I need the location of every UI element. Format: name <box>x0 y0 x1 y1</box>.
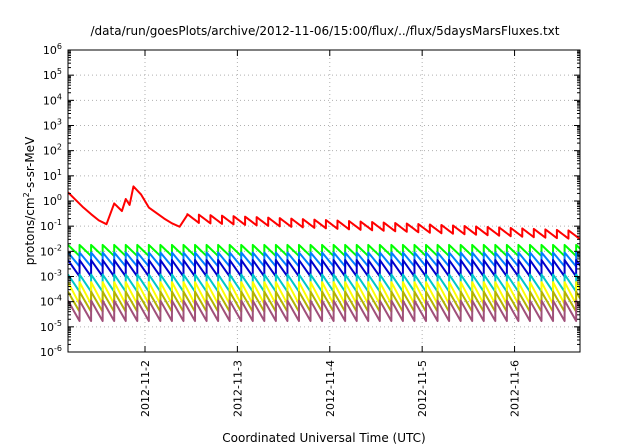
y-tick-label: 103 <box>43 118 62 133</box>
y-tick-label: 10-1 <box>40 218 62 233</box>
y-tick-label: 101 <box>43 168 62 183</box>
y-tick-label: 10-2 <box>40 243 62 258</box>
x-tick-label: 2012-11-4 <box>324 360 337 417</box>
y-tick-label: 105 <box>43 67 62 82</box>
y-tick-label: 104 <box>43 92 62 107</box>
x-tick-label: 2012-11-6 <box>509 360 522 417</box>
y-tick-label: 10-4 <box>40 294 62 309</box>
y-tick-label: 10-3 <box>40 269 62 284</box>
series-group <box>68 185 580 323</box>
y-axis: 10-6 10-5 10-4 10-3 10-2 10-1 100 101 102 103 104 1… <box>40 42 580 359</box>
x-axis-label: Coordinated Universal Time (UTC) <box>222 431 425 445</box>
x-tick-label: 2012-11-2 <box>139 360 152 417</box>
y-axis-label: protons/cm2-s-sr-MeV <box>22 136 37 265</box>
x-tick-label: 2012-11-3 <box>231 360 244 417</box>
y-tick-label: 10-5 <box>40 319 62 334</box>
y-tick-label: 102 <box>43 143 62 158</box>
chart-title: /data/run/goesPlots/archive/2012-11-06/1… <box>91 24 560 38</box>
series-line-1 <box>68 185 580 240</box>
y-tick-label: 10-6 <box>40 344 62 359</box>
y-tick-label: 106 <box>43 42 62 57</box>
series-line-8 <box>68 299 580 323</box>
series-line-5 <box>68 273 580 293</box>
x-axis: 2012-11-2 2012-11-3 2012-11-4 2012-11-5 2012… <box>139 50 522 417</box>
x-tick-label: 2012-11-5 <box>416 360 429 417</box>
y-tick-label: 100 <box>43 193 62 208</box>
series-line-4 <box>68 259 580 278</box>
